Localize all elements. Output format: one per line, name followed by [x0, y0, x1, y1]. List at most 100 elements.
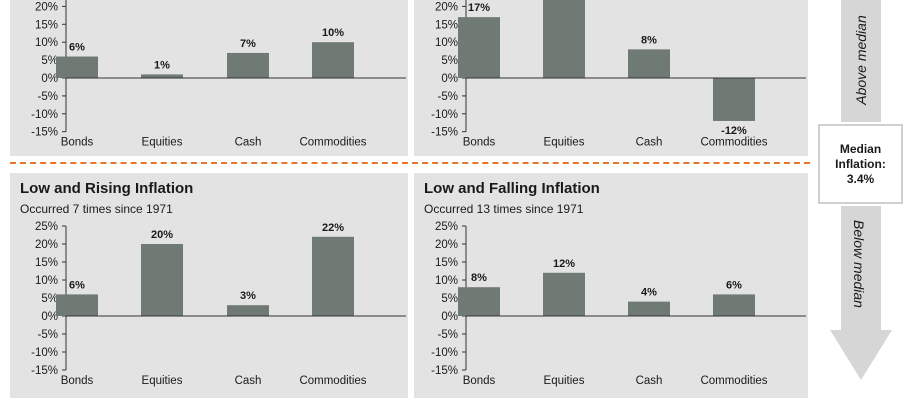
- category-label: Bonds: [61, 137, 94, 149]
- bar: [543, 272, 585, 316]
- bar: [141, 244, 183, 316]
- data-label: 1%: [154, 59, 170, 71]
- above-median-label: Above median: [853, 15, 869, 105]
- y-tick-label: 20%: [35, 1, 58, 13]
- y-tick-label: 5%: [41, 293, 58, 305]
- data-label: 10%: [322, 27, 344, 39]
- median-inflation-box: Median Inflation: 3.4%: [818, 124, 903, 204]
- y-tick-label: -5%: [438, 91, 458, 103]
- y-tick-label: 5%: [441, 55, 458, 67]
- y-tick-label: 5%: [441, 293, 458, 305]
- data-label: 8%: [471, 272, 487, 284]
- bar: [56, 56, 98, 78]
- y-tick-label: -15%: [31, 127, 58, 139]
- y-tick-label: 15%: [35, 19, 58, 31]
- y-tick-label: -5%: [438, 329, 458, 341]
- y-tick-label: 15%: [435, 257, 458, 269]
- median-value: 3.4%: [846, 171, 875, 186]
- category-label: Equities: [142, 375, 183, 387]
- y-tick-label: 10%: [35, 37, 58, 49]
- chart-svg-top-left: 20% 15% 10% 5% 0% -5% -10% -15% 6% 1% 7% 10% Bonds Eq…: [31, 0, 406, 149]
- category-label: Commodities: [299, 137, 366, 149]
- y-tick-label: -15%: [431, 365, 458, 377]
- category-label: Cash: [235, 137, 262, 149]
- bar: [141, 74, 183, 78]
- bar: [458, 17, 500, 78]
- data-label: 8%: [641, 34, 657, 46]
- bar: [713, 78, 755, 121]
- y-tick-label: 15%: [435, 19, 458, 31]
- chart-panel-low-falling: Low and Falling Inflation Occurred 13 ti…: [414, 173, 808, 398]
- chart-subtitle: Occurred 13 times since 1971: [424, 202, 584, 216]
- category-label: Cash: [636, 137, 663, 149]
- category-label: Bonds: [61, 375, 94, 387]
- data-label: 17%: [468, 2, 490, 14]
- category-label: Equities: [544, 137, 585, 149]
- y-tick-label: 0%: [41, 73, 58, 85]
- category-label: Commodities: [700, 375, 767, 387]
- data-label: 3%: [240, 290, 256, 302]
- y-tick-label: -5%: [38, 329, 58, 341]
- category-label: Equities: [544, 375, 585, 387]
- y-tick-label: 25%: [35, 221, 58, 233]
- y-tick-label: 20%: [435, 239, 458, 251]
- median-divider-line: [10, 162, 810, 164]
- y-tick-label: 10%: [435, 275, 458, 287]
- y-tick-label: -15%: [31, 365, 58, 377]
- y-tick-label: 15%: [35, 257, 58, 269]
- y-tick-label: -10%: [31, 347, 58, 359]
- category-label: Bonds: [463, 137, 496, 149]
- data-label: 4%: [641, 287, 657, 299]
- arrow-up-shaft: [841, 0, 881, 122]
- y-tick-label: -5%: [38, 91, 58, 103]
- category-label: Cash: [235, 375, 262, 387]
- category-label: Commodities: [700, 137, 767, 149]
- chart-svg-top-right: 20% 15% 10% 5% 0% -5% -10% -15% 17% 8% -12% Bonds Eq…: [431, 0, 806, 149]
- data-label: 22%: [322, 222, 344, 234]
- chart-panel-low-rising: Low and Rising Inflation Occurred 7 time…: [10, 173, 408, 398]
- category-label: Bonds: [463, 375, 496, 387]
- chart-svg-low-rising: 25% 20% 15% 10% 5% 0% -5% -10% -15% 6% 20% 3% 22% Bon…: [31, 221, 406, 387]
- bar: [458, 287, 500, 316]
- category-label: Equities: [142, 137, 183, 149]
- y-tick-label: 20%: [435, 1, 458, 13]
- y-tick-label: -15%: [431, 127, 458, 139]
- y-tick-label: 0%: [441, 311, 458, 323]
- bar: [227, 305, 269, 316]
- median-line2: Inflation:: [835, 156, 886, 171]
- data-label: 12%: [553, 258, 575, 270]
- data-label: 7%: [240, 38, 256, 50]
- chart-subtitle: Occurred 7 times since 1971: [20, 202, 173, 216]
- category-label: Cash: [636, 375, 663, 387]
- arrow-up-icon: [841, 0, 881, 122]
- y-tick-label: -10%: [431, 347, 458, 359]
- bar: [543, 0, 585, 78]
- median-line1: Median: [839, 141, 882, 156]
- bar: [312, 42, 354, 78]
- category-label: Commodities: [299, 375, 366, 387]
- data-label: 6%: [69, 42, 85, 54]
- bar: [56, 294, 98, 316]
- y-tick-label: 25%: [435, 221, 458, 233]
- chart-title: Low and Falling Inflation: [424, 180, 600, 197]
- chart-svg-low-falling: 25% 20% 15% 10% 5% 0% -5% -10% -15% 8% 12% 4% 6% Bond…: [431, 221, 806, 387]
- y-tick-label: 10%: [35, 275, 58, 287]
- data-label: 20%: [151, 229, 173, 241]
- y-tick-label: 0%: [41, 311, 58, 323]
- chart-title: Low and Rising Inflation: [20, 180, 194, 197]
- y-tick-label: -10%: [31, 109, 58, 121]
- data-label: -12%: [721, 125, 747, 137]
- arrow-down-head: [830, 330, 892, 380]
- bar: [713, 294, 755, 316]
- y-tick-label: 20%: [35, 239, 58, 251]
- arrow-down-icon: [830, 206, 892, 380]
- bar: [628, 49, 670, 78]
- data-label: 6%: [69, 279, 85, 291]
- below-median-label: Below median: [851, 220, 867, 308]
- y-tick-label: 5%: [41, 55, 58, 67]
- arrow-down-shaft: [841, 206, 881, 330]
- y-tick-label: 10%: [435, 37, 458, 49]
- chart-panel-top-right: 20% 15% 10% 5% 0% -5% -10% -15% 17% 8% -12% Bonds Eq…: [414, 0, 808, 156]
- data-label: 6%: [726, 279, 742, 291]
- chart-panel-top-left: 20% 15% 10% 5% 0% -5% -10% -15% 6% 1% 7% 10% Bonds Eq…: [10, 0, 408, 156]
